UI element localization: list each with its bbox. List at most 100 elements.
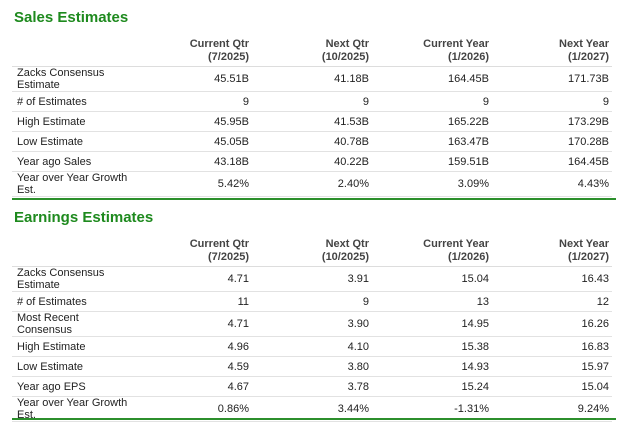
data-row: High Estimate 4.96 4.10 15.38 16.83 xyxy=(12,336,612,357)
section-title: Sales Estimates xyxy=(14,9,129,26)
cell-value: 9 xyxy=(492,91,612,112)
cell-value: 45.95B xyxy=(132,111,252,132)
column-period: Next Qtr xyxy=(325,38,369,50)
data-row: Low Estimate 4.59 3.80 14.93 15.97 xyxy=(12,356,612,377)
column-date: (10/2025) xyxy=(321,251,369,263)
column-period: Next Qtr xyxy=(325,238,369,250)
column-header: Next Year (1/2027) xyxy=(492,36,612,67)
data-row: Year over Year Growth Est. 5.42% 2.40% 3.09… xyxy=(12,171,612,197)
data-row: Most Recent Consensus 4.71 3.90 14.95 16.26 xyxy=(12,311,612,337)
cell-value: 9 xyxy=(372,91,492,112)
data-row: Zacks Consensus Estimate 4.71 3.91 15.04 16.… xyxy=(12,266,612,292)
column-date: (1/2027) xyxy=(568,51,609,63)
cell-value: 3.44% xyxy=(252,396,372,422)
column-header: Current Qtr (7/2025) xyxy=(132,236,252,267)
cell-value: 170.28B xyxy=(492,131,612,152)
cell-value: 4.10 xyxy=(252,336,372,357)
cell-value: 9 xyxy=(132,91,252,112)
cell-value: 15.97 xyxy=(492,356,612,377)
cell-value: 41.18B xyxy=(252,66,372,92)
cell-value: 165.22B xyxy=(372,111,492,132)
cell-value: 171.73B xyxy=(492,66,612,92)
row-label: Most Recent Consensus xyxy=(12,311,132,337)
header-row: Current Qtr (7/2025) Next Qtr (10/2025) Curr… xyxy=(12,36,612,67)
cell-value: 9 xyxy=(252,91,372,112)
row-label: Low Estimate xyxy=(12,356,132,377)
cell-value: 3.78 xyxy=(252,376,372,397)
cell-value: 40.22B xyxy=(252,151,372,172)
column-header: Current Year (1/2026) xyxy=(372,236,492,267)
data-row: Year over Year Growth Est. 0.86% 3.44% -1.3… xyxy=(12,396,612,422)
header-cell xyxy=(12,36,132,67)
cell-value: 2.40% xyxy=(252,171,372,197)
cell-value: 4.43% xyxy=(492,171,612,197)
data-row: # of Estimates 9 9 9 9 xyxy=(12,91,612,112)
column-period: Current Qtr xyxy=(189,38,249,50)
cell-value: 4.71 xyxy=(132,311,252,337)
column-date: (7/2025) xyxy=(208,51,249,63)
cell-value: 16.83 xyxy=(492,336,612,357)
data-row: High Estimate 45.95B 41.53B 165.22B 173.29B xyxy=(12,111,612,132)
cell-value: 16.26 xyxy=(492,311,612,337)
cell-value: 159.51B xyxy=(372,151,492,172)
column-header: Next Qtr (10/2025) xyxy=(252,236,372,267)
cell-value: 40.78B xyxy=(252,131,372,152)
cell-value: 173.29B xyxy=(492,111,612,132)
row-label: High Estimate xyxy=(12,336,132,357)
section-title: Earnings Estimates xyxy=(14,209,154,226)
column-header: Next Year (1/2027) xyxy=(492,236,612,267)
data-row: Year ago Sales 43.18B 40.22B 159.51B 164.45B xyxy=(12,151,612,172)
cell-value: 164.45B xyxy=(492,151,612,172)
cell-value: 45.51B xyxy=(132,66,252,92)
cell-value: 15.04 xyxy=(372,266,492,292)
cell-value: 3.90 xyxy=(252,311,372,337)
estimates-table: Current Qtr (7/2025) Next Qtr (10/2025) Curr… xyxy=(12,36,612,197)
data-row: Low Estimate 45.05B 40.78B 163.47B 170.28B xyxy=(12,131,612,152)
cell-value: 4.96 xyxy=(132,336,252,357)
cell-value: 15.24 xyxy=(372,376,492,397)
column-date: (7/2025) xyxy=(208,251,249,263)
column-header: Next Qtr (10/2025) xyxy=(252,36,372,67)
row-label: Year ago EPS xyxy=(12,376,132,397)
cell-value: 3.91 xyxy=(252,266,372,292)
column-date: (10/2025) xyxy=(321,51,369,63)
cell-value: 16.43 xyxy=(492,266,612,292)
section-rule xyxy=(12,418,616,420)
cell-value: 15.04 xyxy=(492,376,612,397)
column-period: Next Year xyxy=(559,238,609,250)
header-cell xyxy=(12,236,132,267)
row-label: # of Estimates xyxy=(12,91,132,112)
column-header: Current Qtr (7/2025) xyxy=(132,36,252,67)
cell-value: 14.95 xyxy=(372,311,492,337)
column-date: (1/2027) xyxy=(568,251,609,263)
cell-value: 4.71 xyxy=(132,266,252,292)
data-row: Zacks Consensus Estimate 45.51B 41.18B 164.… xyxy=(12,66,612,92)
row-label: Year over Year Growth Est. xyxy=(12,171,132,197)
cell-value: 14.93 xyxy=(372,356,492,377)
cell-value: 4.59 xyxy=(132,356,252,377)
column-period: Next Year xyxy=(559,38,609,50)
cell-value: 43.18B xyxy=(132,151,252,172)
section-rule xyxy=(12,198,616,200)
cell-value: 5.42% xyxy=(132,171,252,197)
cell-value: 13 xyxy=(372,291,492,312)
column-period: Current Year xyxy=(423,38,489,50)
row-label: Low Estimate xyxy=(12,131,132,152)
row-label: Zacks Consensus Estimate xyxy=(12,66,132,92)
column-period: Current Qtr xyxy=(189,238,249,250)
row-label: Year ago Sales xyxy=(12,151,132,172)
cell-value: 9.24% xyxy=(492,396,612,422)
row-label: Year over Year Growth Est. xyxy=(12,396,132,422)
data-row: # of Estimates 11 9 13 12 xyxy=(12,291,612,312)
row-label: Zacks Consensus Estimate xyxy=(12,266,132,292)
cell-value: 163.47B xyxy=(372,131,492,152)
cell-value: 41.53B xyxy=(252,111,372,132)
cell-value: 3.80 xyxy=(252,356,372,377)
cell-value: 15.38 xyxy=(372,336,492,357)
row-label: # of Estimates xyxy=(12,291,132,312)
column-period: Current Year xyxy=(423,238,489,250)
cell-value: 4.67 xyxy=(132,376,252,397)
column-date: (1/2026) xyxy=(448,51,489,63)
data-row: Year ago EPS 4.67 3.78 15.24 15.04 xyxy=(12,376,612,397)
cell-value: 3.09% xyxy=(372,171,492,197)
